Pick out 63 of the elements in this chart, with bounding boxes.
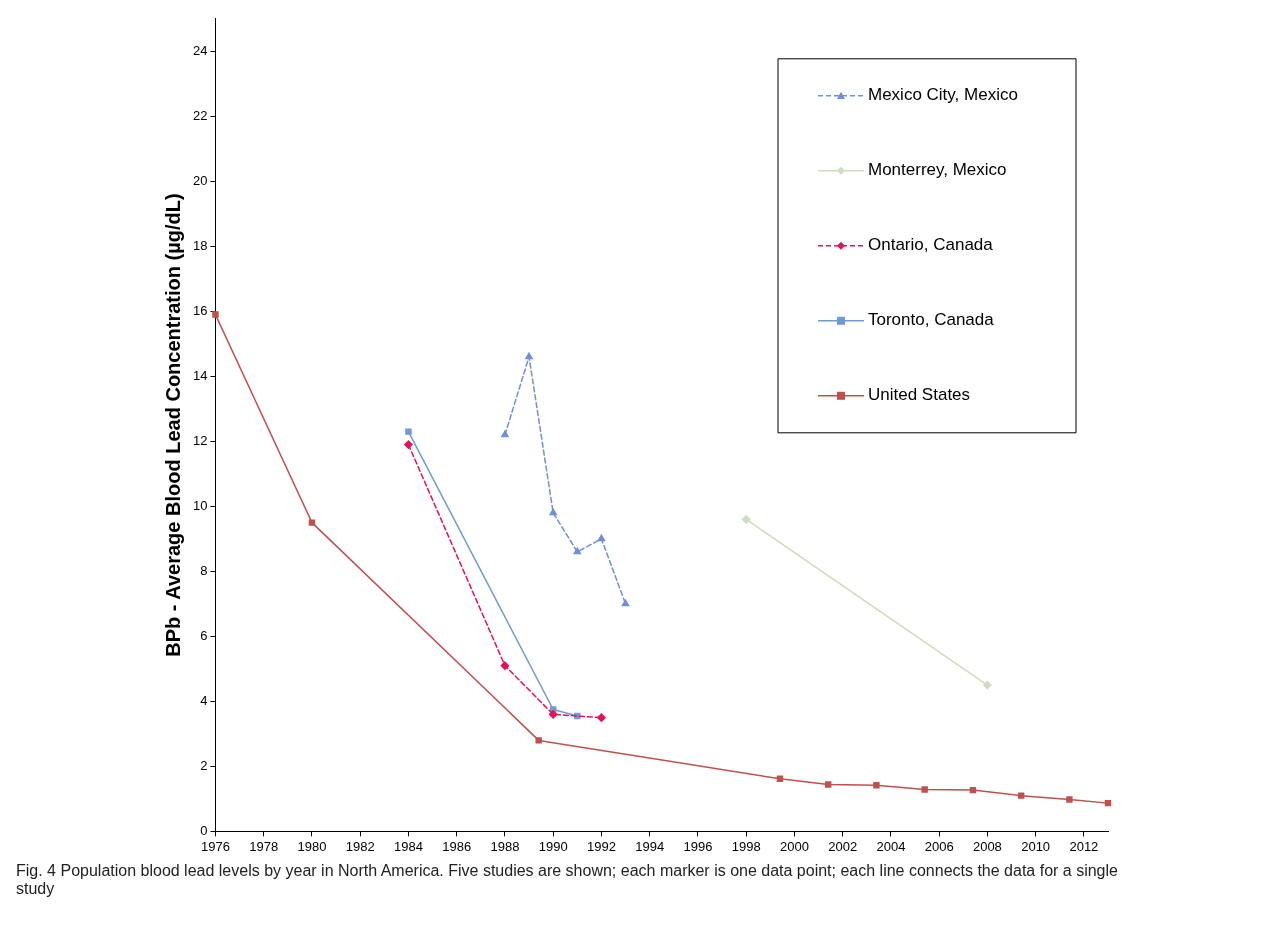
y-tick-label: 2 [200, 757, 208, 773]
y-tick-label: 22 [192, 107, 208, 123]
legend-label: Ontario, Canada [868, 235, 994, 255]
point [404, 440, 413, 449]
x-tick-label: 1980 [297, 838, 327, 854]
point [969, 786, 977, 794]
point [597, 713, 606, 722]
x-tick-label: 1992 [586, 838, 616, 854]
point [501, 430, 509, 438]
x-tick-label: 1998 [731, 838, 761, 854]
point [597, 534, 606, 542]
x-tick-label: 1982 [345, 838, 375, 854]
y-tick-label: 0 [200, 822, 208, 838]
point [549, 508, 557, 516]
x-tick-label: 2000 [779, 838, 809, 854]
x-tick-label: 2008 [972, 838, 1002, 854]
x-tick-label: 1986 [442, 838, 472, 854]
y-tick-label: 6 [200, 627, 208, 643]
x-tick-label: 2006 [924, 838, 954, 854]
x-tick-label: 1990 [538, 838, 568, 854]
x-tick-label: 2002 [828, 838, 858, 854]
legend-label: Monterrey, Mexico [868, 160, 1007, 180]
y-tick-label: 10 [192, 497, 208, 513]
legend-label: Mexico City, Mexico [868, 85, 1018, 105]
x-tick-label: 2012 [1069, 838, 1099, 854]
point [525, 352, 533, 360]
point [921, 786, 928, 793]
point [824, 781, 832, 788]
y-tick-label: 12 [192, 432, 208, 448]
point [308, 519, 316, 526]
y-tick-label: 24 [192, 42, 208, 58]
y-axis-title: BPb - Average Blood Lead Concentration (µg/dL) [161, 193, 184, 657]
point [873, 782, 880, 789]
x-tick-label: 1994 [635, 838, 665, 854]
point [1066, 796, 1073, 803]
legend-label: United States [868, 385, 971, 405]
y-tick-label: 14 [192, 367, 208, 383]
legend-label: Toronto, Canada [868, 310, 995, 330]
point [405, 428, 412, 435]
point [535, 737, 542, 744]
caption: Fig. 4 Population blood lead levels by year in North America. Five studies are shown; each marker is one data point; each line connects the data for a single study [15, 861, 1119, 899]
point [1017, 792, 1025, 799]
point [983, 680, 992, 690]
x-tick-label: 1978 [249, 838, 279, 854]
point [776, 775, 784, 782]
x-tick-label: 2004 [876, 838, 906, 854]
y-tick-label: 18 [192, 237, 208, 253]
point [573, 547, 582, 555]
point [621, 599, 630, 607]
point [500, 661, 510, 670]
x-tick-label: 1996 [683, 838, 713, 854]
x-tick-label: 1984 [393, 838, 423, 854]
y-tick-label: 8 [200, 562, 208, 578]
point [741, 515, 751, 524]
y-tick-label: 16 [192, 302, 208, 318]
y-tick-label: 4 [200, 692, 208, 708]
x-tick-label: 2010 [1021, 838, 1051, 854]
point [548, 710, 558, 719]
x-tick-label: 1988 [490, 838, 520, 854]
point [212, 311, 219, 318]
y-tick-label: 20 [192, 172, 208, 188]
x-tick-label: 1976 [201, 838, 230, 854]
point [1104, 799, 1112, 807]
